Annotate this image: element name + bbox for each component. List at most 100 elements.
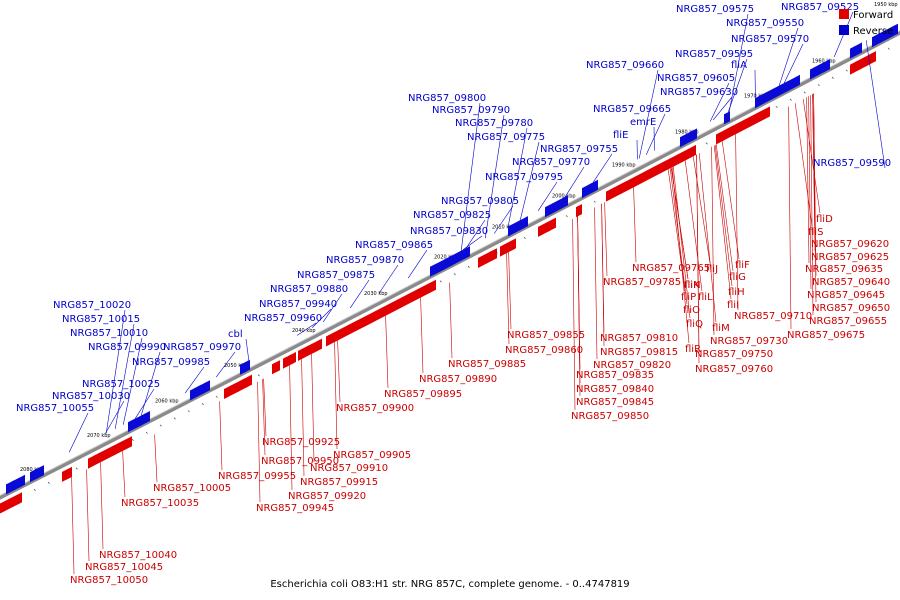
forward-gene-label: NRG857_09710	[734, 311, 812, 322]
reverse-gene	[545, 195, 568, 218]
forward-leader-line	[506, 253, 510, 345]
forward-leader-line	[813, 93, 817, 303]
forward-gene-label: NRG857_09750	[695, 349, 773, 360]
track-dash	[257, 374, 260, 377]
reverse-gene	[190, 380, 210, 401]
forward-gene-label: NRG857_09955	[218, 471, 296, 482]
reverse-leader-line	[105, 309, 126, 434]
scale-tick-label: 1980 kbp	[675, 130, 699, 136]
forward-gene-label: NRG857_10005	[153, 483, 231, 494]
track-dash	[593, 200, 596, 203]
forward-gene-label: NRG857_09855	[507, 330, 585, 341]
label-leader-lines	[68, 11, 886, 575]
reverse-leader-line	[484, 114, 505, 239]
forward-leader-line	[262, 379, 266, 456]
track-dash	[523, 236, 526, 239]
track-dash	[845, 69, 848, 72]
forward-leader-line	[808, 96, 812, 290]
forward-leader-line	[334, 342, 338, 450]
forward-gene-label: fliH	[728, 287, 745, 298]
track-dash	[453, 273, 456, 276]
genome-backbone	[0, 30, 900, 500]
reverse-gene-label: NRG857_10030	[52, 391, 130, 402]
reverse-gene	[240, 359, 250, 375]
reverse-gene-label: NRG857_09985	[132, 357, 210, 368]
reverse-gene-label: NRG857_09605	[657, 73, 735, 84]
genome-backbone-highlight	[0, 30, 900, 497]
reverse-gene-label: NRG857_09870	[326, 255, 404, 266]
forward-gene-label: fliF	[735, 260, 750, 271]
forward-gene-label: fliR	[685, 344, 701, 355]
forward-gene-label: fliG	[729, 272, 746, 283]
scale-tick-label: 2020 kbp	[434, 255, 458, 261]
legend: Forward Reverse	[839, 9, 893, 37]
reverse-gene-label: NRG857_09830	[410, 226, 488, 237]
track-dash	[705, 142, 708, 145]
reverse-leader-line	[493, 205, 514, 234]
reverse-leader-line	[727, 58, 748, 113]
forward-gene-label: fliK	[684, 280, 700, 291]
reverse-leader-line	[378, 264, 399, 294]
reverse-leader-line	[507, 127, 528, 227]
reverse-gene	[30, 465, 44, 483]
track-dash	[831, 76, 834, 79]
genome-caption: Escherichia coli O83:H1 str. NRG 857C, c…	[270, 579, 629, 590]
reverse-gene	[128, 411, 150, 433]
track-dash	[173, 417, 176, 420]
forward-gene-label: NRG857_09900	[336, 403, 414, 414]
reverse-leader-line	[140, 351, 161, 416]
reverse-gene-label: NRG857_09660	[586, 60, 664, 71]
reverse-gene-label: NRG857_09940	[259, 299, 337, 310]
forward-gene	[230, 374, 252, 396]
forward-leader-line	[812, 94, 816, 252]
track-dash	[159, 424, 162, 427]
forward-leader-line	[337, 340, 341, 403]
forward-gene	[283, 352, 296, 369]
forward-gene-label: NRG857_09950	[261, 456, 339, 467]
track-dash	[803, 91, 806, 94]
track-dash	[145, 431, 148, 434]
forward-leader-line	[301, 359, 305, 477]
forward-gene-label: NRG857_09890	[419, 374, 497, 385]
reverse-gene	[582, 179, 598, 199]
forward-gene-label: NRG857_09815	[600, 347, 678, 358]
forward-leader-line	[714, 144, 733, 287]
reverse-leader-line	[783, 43, 804, 84]
forward-gene-label: NRG857_09895	[384, 389, 462, 400]
reverse-gene-label: NRG857_09550	[726, 18, 804, 29]
forward-gene-label: NRG857_09625	[811, 252, 889, 263]
forward-gene-label: NRG857_09845	[576, 397, 654, 408]
reverse-leader-line	[638, 69, 659, 159]
forward-gene-label: NRG857_09925	[262, 437, 340, 448]
reverse-gene-label: NRG857_09630	[660, 87, 738, 98]
forward-gene-label: NRG857_09820	[593, 360, 671, 371]
reverse-leader-line	[465, 219, 486, 249]
reverse-gene-label: NRG857_10025	[82, 379, 160, 390]
legend-forward-swatch	[839, 9, 849, 19]
forward-leader-line	[713, 145, 732, 300]
reverse-gene-label: NRG857_09780	[455, 118, 533, 129]
reverse-gene-label: NRG857_10020	[53, 300, 131, 311]
reverse-gene-label: NRG857_09825	[413, 210, 491, 221]
reverse-gene	[872, 23, 898, 48]
reverse-gene	[508, 216, 528, 237]
forward-leader-line	[257, 381, 261, 503]
forward-gene-label: NRG857_09760	[695, 364, 773, 375]
forward-leader-line	[577, 216, 581, 397]
forward-gene	[606, 144, 696, 202]
track-dash	[789, 98, 792, 101]
reverse-gene-label: NRG857_10055	[16, 403, 94, 414]
forward-leader-line	[289, 365, 293, 491]
reverse-leader-line	[349, 279, 370, 309]
reverse-leader-line	[104, 400, 125, 435]
forward-gene-label: fliI	[727, 300, 739, 311]
forward-gene-label: fliO	[683, 305, 700, 316]
reverse-gene-label: NRG857_09665	[593, 104, 671, 115]
reverse-leader-line	[311, 308, 332, 328]
forward-gene	[272, 360, 280, 375]
reverse-gene-label: NRG857_09990	[88, 342, 166, 353]
forward-gene-label: NRG857_09810	[600, 333, 678, 344]
forward-gene	[0, 492, 22, 514]
reverse-leader-line	[184, 366, 205, 394]
forward-leader-line	[633, 187, 637, 263]
